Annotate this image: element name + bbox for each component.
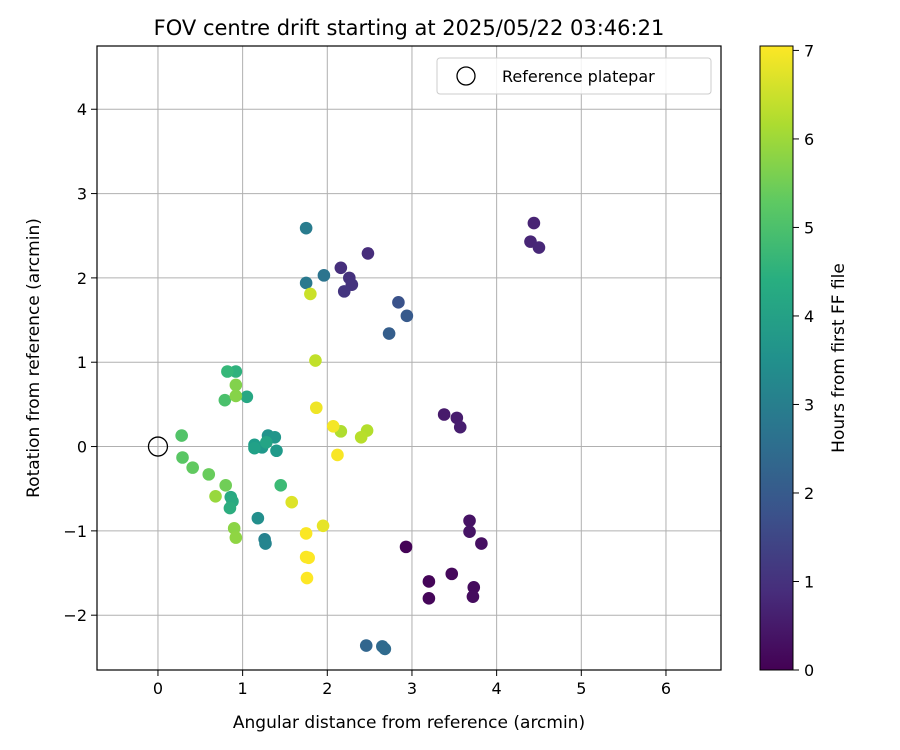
data-point <box>260 436 273 449</box>
y-tick-label: 0 <box>77 438 87 457</box>
data-point <box>229 389 243 403</box>
x-tick-label: 3 <box>407 679 417 698</box>
y-axis-label: Rotation from reference (arcmin) <box>24 218 44 498</box>
colorbar-tick-label: 5 <box>804 218 814 237</box>
data-point <box>304 287 317 301</box>
legend: Reference platepar <box>436 57 712 95</box>
data-point <box>316 519 330 533</box>
reference-platepar-marker <box>147 436 169 457</box>
data-point <box>251 511 265 525</box>
x-tick-label: 6 <box>661 679 671 698</box>
data-point <box>453 420 467 434</box>
data-point <box>270 444 283 458</box>
data-point <box>219 479 232 492</box>
data-point <box>221 365 234 378</box>
y-tick-label: −1 <box>63 522 87 541</box>
data-point <box>202 468 216 481</box>
data-point <box>527 216 541 230</box>
legend-box <box>436 57 712 95</box>
data-point <box>240 390 254 404</box>
data-point <box>466 590 480 603</box>
data-point <box>392 296 405 309</box>
data-points <box>175 216 546 656</box>
data-point <box>337 285 351 298</box>
data-point <box>331 448 344 462</box>
data-point <box>334 261 348 275</box>
data-point <box>176 451 189 464</box>
data-point <box>302 551 315 565</box>
y-tick-label: −2 <box>63 606 87 625</box>
y-tick-label: 4 <box>77 100 87 119</box>
x-tick-label: 1 <box>238 679 248 698</box>
data-point <box>309 401 323 415</box>
data-point <box>223 501 237 515</box>
data-point <box>274 479 288 492</box>
y-tick-label: 2 <box>77 269 87 288</box>
data-point <box>326 420 340 433</box>
data-point <box>475 537 488 550</box>
data-point <box>378 642 392 656</box>
data-point <box>285 495 299 509</box>
data-point <box>229 378 243 392</box>
data-point <box>361 247 375 260</box>
x-axis-ticks: 0 1 2 3 4 5 6 <box>153 670 671 698</box>
plot-frame <box>96 45 722 671</box>
data-point <box>354 430 368 444</box>
data-point <box>299 527 313 540</box>
data-point <box>463 525 476 539</box>
data-point <box>437 408 451 421</box>
data-point <box>400 309 414 323</box>
legend-entry-reference: Reference platepar <box>502 67 655 86</box>
colorbar-tick-label: 3 <box>804 395 814 414</box>
colorbar-tick-label: 2 <box>804 484 814 503</box>
data-point <box>300 571 314 585</box>
y-axis-ticks: −2 −1 0 1 2 3 4 <box>63 100 97 625</box>
data-point <box>186 461 199 474</box>
data-point <box>422 592 436 605</box>
data-point <box>209 489 222 503</box>
y-tick-label: 3 <box>77 185 87 204</box>
data-point <box>248 441 261 455</box>
reference-marker <box>147 436 169 457</box>
data-point <box>532 241 546 254</box>
colorbar-gradient <box>759 45 794 671</box>
data-point <box>299 221 313 235</box>
chart-title: FOV centre drift starting at 2025/05/22 … <box>154 16 665 40</box>
data-point <box>359 639 373 652</box>
colorbar-tick-label: 4 <box>804 307 814 326</box>
data-point <box>229 531 243 544</box>
data-point <box>399 540 413 554</box>
colorbar-label: Hours from first FF file <box>829 263 849 453</box>
data-point <box>218 393 232 407</box>
data-point <box>317 269 331 282</box>
x-axis-label: Angular distance from reference (arcmin) <box>233 713 585 733</box>
x-tick-label: 2 <box>322 679 332 698</box>
colorbar-tick-label: 7 <box>804 41 814 60</box>
data-point <box>175 429 188 442</box>
y-tick-label: 1 <box>77 353 87 372</box>
colorbar-tick-label: 6 <box>804 130 814 149</box>
colorbar: 0 1 2 3 4 5 6 7 Hours from first FF file <box>759 41 849 680</box>
legend-reference-marker <box>456 66 476 86</box>
x-tick-label: 4 <box>492 679 502 698</box>
colorbar-tick-label: 1 <box>804 572 814 591</box>
data-point <box>382 327 396 340</box>
data-point <box>445 567 459 581</box>
grid-lines <box>97 46 721 670</box>
x-tick-label: 5 <box>576 679 586 698</box>
data-point <box>463 514 476 528</box>
colorbar-ticks: 0 1 2 3 4 5 6 7 <box>793 41 814 680</box>
colorbar-tick-label: 0 <box>804 661 814 680</box>
data-point <box>422 575 436 588</box>
x-tick-label: 0 <box>153 679 163 698</box>
data-point <box>467 581 481 594</box>
data-point <box>259 537 272 550</box>
data-point <box>309 354 322 367</box>
data-point <box>299 276 313 290</box>
